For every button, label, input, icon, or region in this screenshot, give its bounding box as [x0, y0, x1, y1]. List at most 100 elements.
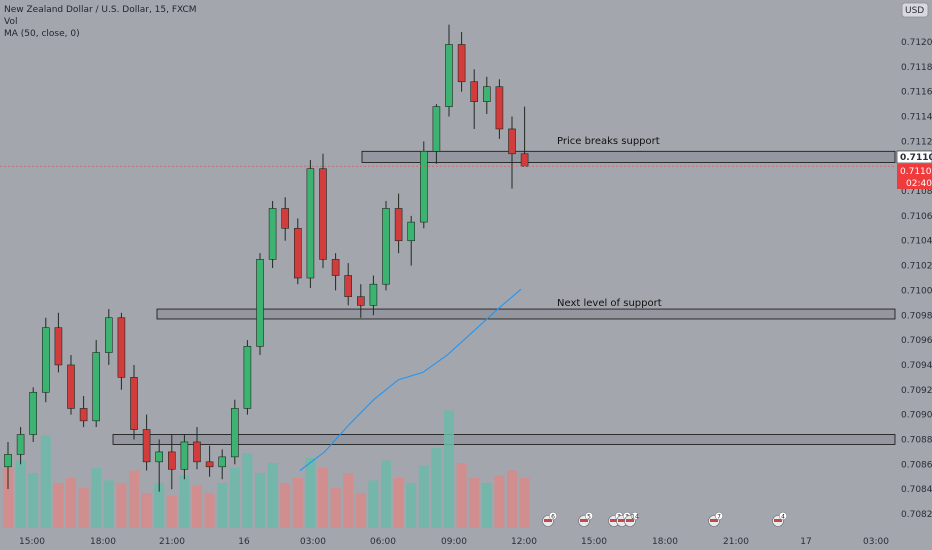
candle: [105, 309, 113, 365]
candle: [130, 364, 138, 440]
candle: [79, 396, 88, 428]
support-zone[interactable]: [361, 150, 896, 163]
volume-bar: [91, 468, 102, 528]
candle-body: [419, 151, 428, 223]
candle: [29, 387, 38, 442]
event-flag-icon[interactable]: 14: [624, 511, 640, 527]
candle: [4, 441, 12, 490]
volume-bar: [154, 483, 165, 528]
event-count: 7: [717, 514, 721, 521]
volume-bar: [3, 468, 13, 528]
candle-body: [369, 283, 378, 306]
volume-bar: [456, 463, 467, 528]
candle: [407, 215, 416, 266]
annotation-next-level: Next level of support: [557, 298, 662, 309]
volume-bar: [141, 493, 152, 528]
event-count: 14: [631, 514, 639, 521]
volume-bar: [204, 493, 215, 528]
x-tick-label: 03:00: [300, 537, 326, 547]
candle: [432, 104, 441, 164]
candle-body: [168, 451, 176, 470]
x-tick-label: 17: [800, 537, 811, 547]
event-count: 6: [551, 514, 555, 521]
volume-bar: [192, 485, 202, 528]
x-tick-label: 15:00: [19, 537, 45, 547]
event-flag-icon[interactable]: 5: [578, 511, 594, 527]
annotation-price-breaks: Price breaks support: [557, 136, 660, 147]
candle: [508, 116, 516, 189]
x-tick-label: 03:00: [863, 537, 889, 547]
event-flag-icon[interactable]: 4: [772, 511, 788, 527]
volume-bar: [355, 493, 366, 528]
candle: [344, 263, 353, 306]
price-axis-area: [895, 0, 932, 550]
candle-body: [470, 81, 479, 102]
candle-body: [92, 352, 100, 422]
volume-bar: [368, 480, 379, 528]
support-zone[interactable]: [112, 434, 896, 445]
candle-body: [457, 44, 466, 83]
candle-body: [319, 168, 327, 260]
level-price-tag: 0.71107: [896, 150, 932, 164]
candle-body: [432, 106, 441, 152]
candle: [142, 414, 151, 471]
countdown-text: 02:40: [906, 179, 932, 189]
volume-bar: [166, 495, 177, 528]
candle-body: [41, 327, 50, 393]
volume-bar: [343, 473, 354, 528]
volume-bar: [318, 468, 328, 528]
candle: [319, 153, 327, 269]
volume-bar: [469, 478, 480, 528]
support-zone[interactable]: [156, 308, 896, 320]
volume-bar: [217, 483, 228, 528]
x-tick-label: 18:00: [90, 537, 116, 547]
event-flag-icon[interactable]: 6: [542, 511, 558, 527]
candle: [281, 197, 290, 241]
candle: [256, 253, 264, 356]
candle: [180, 434, 189, 480]
candle-body: [407, 221, 416, 242]
candle: [306, 160, 315, 288]
candle-body: [394, 208, 403, 242]
currency-button[interactable]: USD: [901, 2, 929, 18]
candle: [16, 427, 25, 465]
volume-bar: [255, 473, 265, 528]
candle-body: [356, 296, 365, 306]
candle-body: [4, 454, 12, 468]
candle-body: [268, 208, 277, 260]
candle: [41, 317, 50, 403]
candle: [231, 399, 239, 465]
candle: [117, 312, 126, 390]
candle: [482, 76, 491, 115]
candle: [243, 340, 252, 415]
candle: [218, 449, 226, 480]
symbol-title: New Zealand Dollar / U.S. Dollar, 15, FX…: [4, 5, 197, 15]
volume-bar: [444, 410, 454, 528]
ma-indicator-label[interactable]: MA (50, close, 0): [4, 29, 80, 39]
candle-body: [205, 461, 214, 468]
volume-bar: [431, 448, 442, 528]
candle-body: [29, 391, 38, 435]
candle-body: [193, 441, 201, 463]
candle-body: [243, 346, 252, 409]
volume-bar: [242, 453, 253, 528]
event-flag-icon[interactable]: 7: [708, 511, 724, 527]
candle-body: [482, 86, 491, 102]
candle-body: [231, 408, 239, 458]
volume-indicator-label[interactable]: Vol: [4, 17, 17, 27]
candle-body: [218, 456, 226, 468]
candle-body: [306, 168, 315, 279]
volume-bar: [179, 475, 190, 528]
volume-bar: [507, 470, 517, 528]
candle-body: [155, 451, 163, 463]
